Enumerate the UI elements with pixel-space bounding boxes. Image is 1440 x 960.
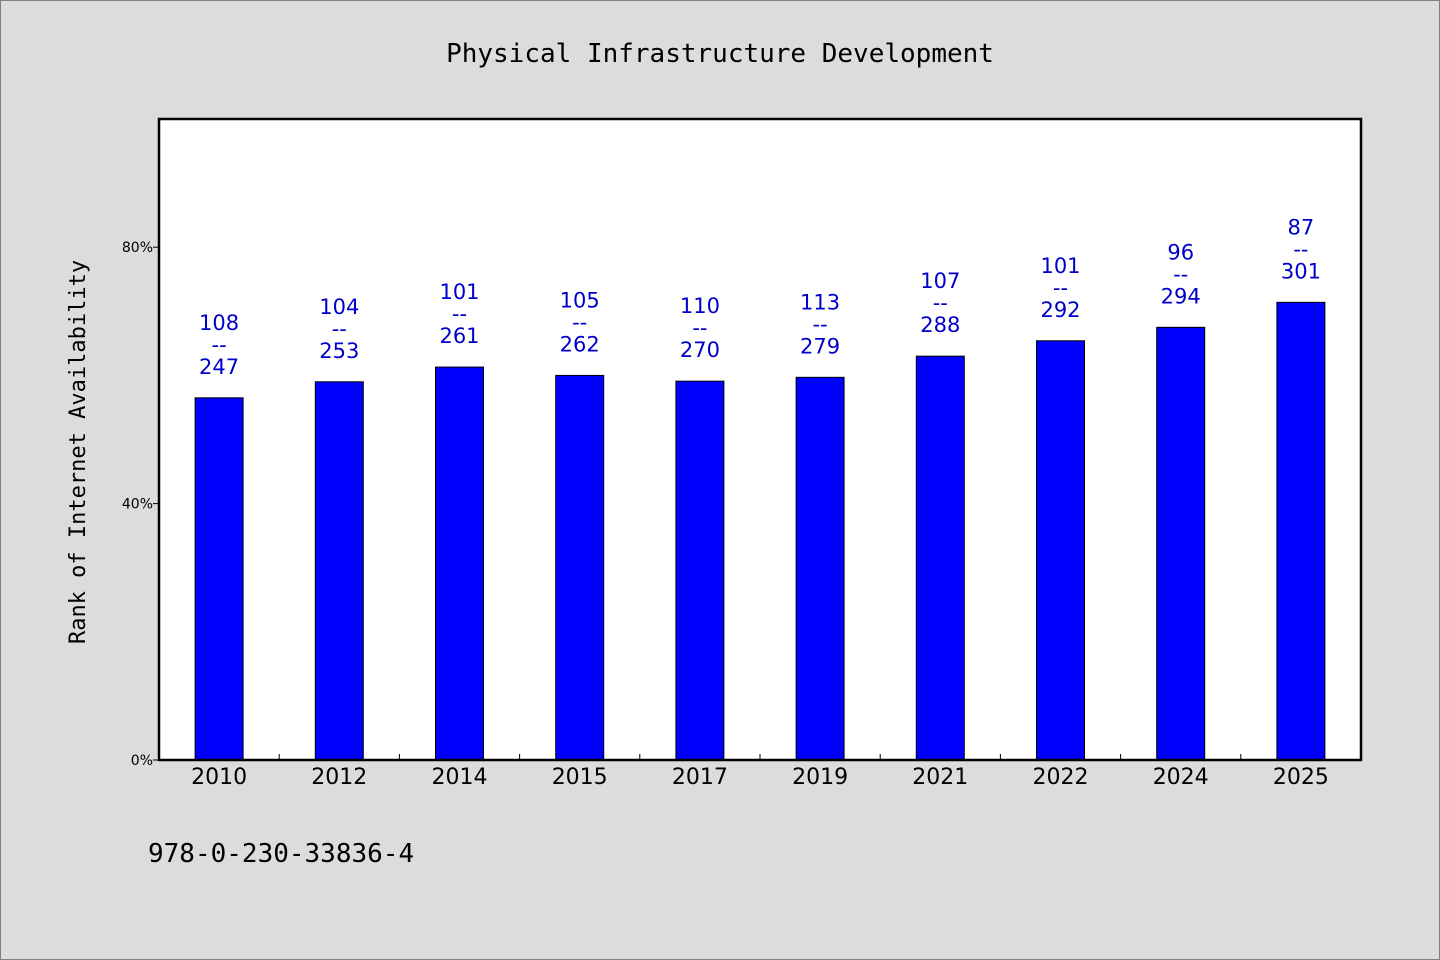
x-tick-label: 2024: [1153, 765, 1209, 790]
bar: [675, 380, 725, 761]
bar: [194, 397, 244, 761]
data-label-bottom: 301: [1281, 259, 1321, 283]
data-label-bottom: 247: [199, 355, 239, 379]
data-label-top: 87: [1288, 215, 1315, 239]
data-label-separator: --: [1293, 237, 1308, 261]
y-tick-labels: 0% 40% 80%: [122, 240, 153, 769]
x-tick-labels: 2010 2012 2014 2015 2017 2019 2021 2022 2024 2025: [191, 765, 1329, 790]
data-labels: 108--247104--253101--261105--262110--270…: [199, 215, 1321, 379]
data-label-separator: --: [212, 333, 227, 357]
data-label-separator: --: [692, 316, 707, 340]
data-label-separator: --: [1173, 262, 1188, 286]
x-tick-label: 2019: [792, 765, 848, 790]
x-tick-label: 2014: [432, 765, 488, 790]
y-tick-label: 80%: [122, 240, 153, 256]
bar: [435, 366, 484, 761]
bar: [555, 374, 605, 761]
data-label-separator: --: [452, 302, 467, 326]
data-label-bottom: 253: [319, 339, 359, 363]
data-label-separator: --: [332, 317, 347, 341]
x-tick-label: 2015: [552, 765, 608, 790]
x-tick-label: 2017: [672, 765, 728, 790]
x-tick-label: 2010: [191, 765, 247, 790]
data-label-top: 101: [1040, 254, 1080, 278]
chart-title: Physical Infrastructure Development: [446, 39, 994, 69]
bars: [194, 301, 1326, 761]
x-tick-label: 2012: [311, 765, 367, 790]
bar: [1036, 340, 1085, 761]
data-label-top: 96: [1167, 240, 1194, 264]
data-label-separator: --: [813, 312, 828, 336]
x-tick-label: 2021: [912, 765, 968, 790]
data-label-bottom: 292: [1040, 298, 1080, 322]
data-label-separator: --: [572, 310, 587, 334]
x-tick-label: 2022: [1033, 765, 1089, 790]
bar: [1276, 301, 1326, 761]
data-label-top: 113: [800, 290, 840, 314]
data-label-bottom: 261: [439, 324, 479, 348]
y-axis-label: Rank of Internet Availability: [66, 260, 91, 644]
data-label-bottom: 294: [1161, 284, 1201, 308]
data-label-top: 110: [680, 294, 720, 318]
data-label-top: 104: [319, 295, 359, 319]
data-label-top: 108: [199, 311, 239, 335]
y-tick-label: 40%: [122, 497, 153, 513]
y-tick-label: 0%: [131, 753, 153, 769]
isbn-text: 978-0-230-33836-4: [148, 839, 414, 869]
data-label-bottom: 270: [680, 338, 720, 362]
data-label-top: 105: [560, 288, 600, 312]
bar: [795, 376, 845, 761]
data-label-top: 101: [439, 280, 479, 304]
data-label-bottom: 262: [560, 332, 600, 356]
x-tick-label: 2025: [1273, 765, 1329, 790]
data-label-bottom: 288: [920, 313, 960, 337]
data-label-top: 107: [920, 269, 960, 293]
bar: [1156, 326, 1206, 761]
data-label-bottom: 279: [800, 334, 840, 358]
data-label-separator: --: [933, 291, 948, 315]
data-label-separator: --: [1053, 276, 1068, 300]
bar: [915, 355, 965, 761]
plot-border: [157, 117, 1363, 762]
bar: [314, 381, 364, 761]
